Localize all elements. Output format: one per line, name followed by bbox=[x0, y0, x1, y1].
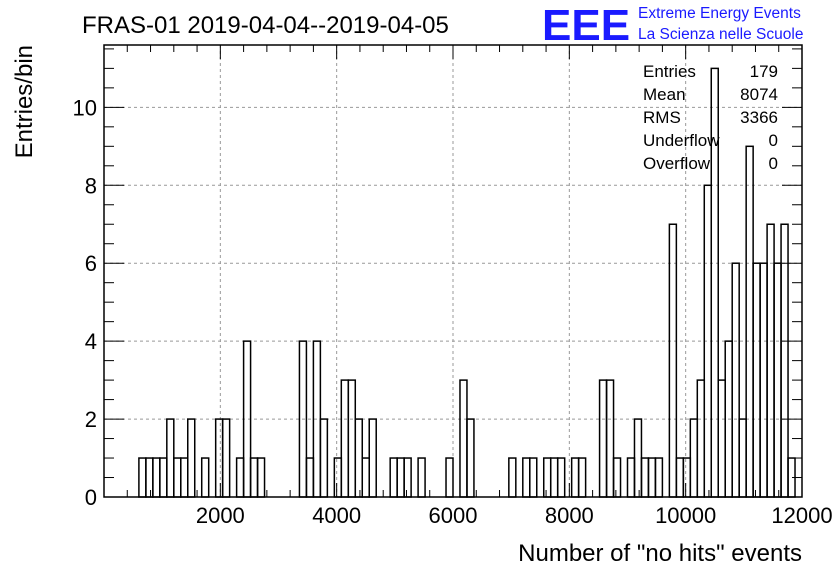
histogram-bar bbox=[354, 418, 364, 498]
histogram-bar bbox=[508, 457, 517, 498]
histogram-bar bbox=[256, 457, 266, 498]
histogram-bar bbox=[361, 457, 370, 498]
stats-underflow-value: 0 bbox=[769, 131, 778, 150]
x-tick-label: 2000 bbox=[196, 503, 245, 528]
eee-logo-mark: EEE bbox=[542, 1, 630, 50]
histogram-bar bbox=[717, 379, 726, 498]
stats-underflow-label: Underflow bbox=[643, 131, 720, 150]
y-tick-label: 6 bbox=[85, 251, 97, 276]
stats-mean-label: Mean bbox=[643, 85, 686, 104]
histogram-bar bbox=[200, 457, 210, 498]
x-tick-label: 8000 bbox=[545, 503, 594, 528]
histogram-bar bbox=[731, 262, 740, 498]
histogram-bar bbox=[612, 457, 622, 498]
x-tick-label: 4000 bbox=[312, 503, 361, 528]
histogram-bar bbox=[668, 223, 678, 498]
histogram-bar bbox=[368, 418, 377, 498]
stats-overflow-label: Overflow bbox=[643, 154, 711, 173]
histogram-bar bbox=[221, 418, 231, 498]
histogram-bar bbox=[333, 457, 343, 498]
histogram-bar bbox=[417, 457, 426, 498]
y-tick-label: 0 bbox=[85, 485, 97, 510]
histogram-bar bbox=[214, 418, 224, 498]
histogram-bar bbox=[138, 457, 147, 498]
y-axis-label: Entries/bin bbox=[11, 45, 38, 158]
histogram-bar bbox=[626, 457, 636, 498]
histogram-bar bbox=[549, 457, 559, 498]
histogram-bar bbox=[340, 379, 350, 498]
histogram-bar bbox=[745, 145, 754, 498]
histogram-bar bbox=[654, 457, 664, 498]
eee-logo: EEE Extreme Energy Events La Scienza nel… bbox=[542, 1, 803, 50]
histogram-bar bbox=[577, 457, 587, 498]
stats-rms-label: RMS bbox=[643, 108, 681, 127]
histogram-bar bbox=[647, 457, 657, 498]
histogram-bar bbox=[389, 457, 398, 498]
histogram-bar bbox=[522, 457, 531, 498]
histogram-bar bbox=[466, 418, 475, 498]
histogram-bar bbox=[187, 418, 196, 498]
histogram-bar bbox=[459, 379, 468, 498]
stats-box: Entries 179 Mean 8074 RMS 3366 Underflow… bbox=[643, 62, 778, 173]
histogram-bar bbox=[319, 418, 329, 498]
histogram-bar bbox=[145, 457, 154, 498]
histogram-bar bbox=[682, 457, 692, 498]
histogram-bar bbox=[738, 418, 747, 498]
x-tick-label: 6000 bbox=[429, 503, 478, 528]
histogram-bar bbox=[249, 457, 259, 498]
eee-logo-line1: Extreme Energy Events bbox=[638, 5, 801, 22]
x-tick-label: 12000 bbox=[771, 503, 832, 528]
x-axis-label: Number of "no hits" events bbox=[518, 540, 802, 567]
histogram-bar bbox=[445, 457, 454, 498]
histogram-bar bbox=[633, 418, 643, 498]
eee-logo-line2: La Scienza nelle Scuole bbox=[638, 26, 803, 43]
histogram-bar bbox=[173, 457, 182, 498]
histogram-bar bbox=[152, 457, 161, 498]
stats-rms-value: 3366 bbox=[740, 108, 778, 127]
histogram-bar bbox=[640, 457, 650, 498]
axis-ticks: 2000 4000 6000 8000 10000 12000 0 2 4 6 8 10 bbox=[73, 45, 833, 528]
y-tick-label: 4 bbox=[85, 329, 97, 354]
histogram-bar bbox=[675, 457, 685, 498]
stats-overflow-value: 0 bbox=[769, 154, 778, 173]
histogram-bar bbox=[689, 418, 699, 498]
histogram-bar bbox=[556, 457, 566, 498]
histogram-bar bbox=[529, 457, 538, 498]
histogram-bar bbox=[780, 223, 789, 498]
histogram-bar bbox=[235, 457, 245, 498]
histogram-bar bbox=[180, 457, 189, 498]
y-tick-label: 10 bbox=[73, 95, 97, 120]
histogram-bar bbox=[305, 457, 315, 498]
histogram-bar bbox=[752, 262, 761, 498]
x-tick-label: 10000 bbox=[655, 503, 716, 528]
histogram-bar bbox=[159, 457, 168, 498]
histogram-bar bbox=[166, 418, 175, 498]
histogram-bar bbox=[396, 457, 405, 498]
histogram-bar bbox=[347, 379, 357, 498]
chart-title: FRAS-01 2019-04-04--2019-04-05 bbox=[82, 12, 449, 39]
stats-entries-label: Entries bbox=[643, 62, 696, 81]
y-tick-label: 2 bbox=[85, 407, 97, 432]
histogram-bar bbox=[542, 457, 552, 498]
histogram-bar bbox=[403, 457, 412, 498]
stats-entries-value: 179 bbox=[750, 62, 778, 81]
y-tick-label: 8 bbox=[85, 173, 97, 198]
histogram-bar bbox=[570, 457, 580, 498]
histogram-bar bbox=[605, 379, 615, 498]
histogram-bar bbox=[773, 262, 782, 498]
histogram-bar bbox=[696, 379, 706, 498]
histogram-bar bbox=[766, 223, 775, 498]
stats-mean-value: 8074 bbox=[740, 85, 778, 104]
histogram-bar bbox=[759, 262, 768, 498]
histogram-bar bbox=[598, 379, 608, 498]
